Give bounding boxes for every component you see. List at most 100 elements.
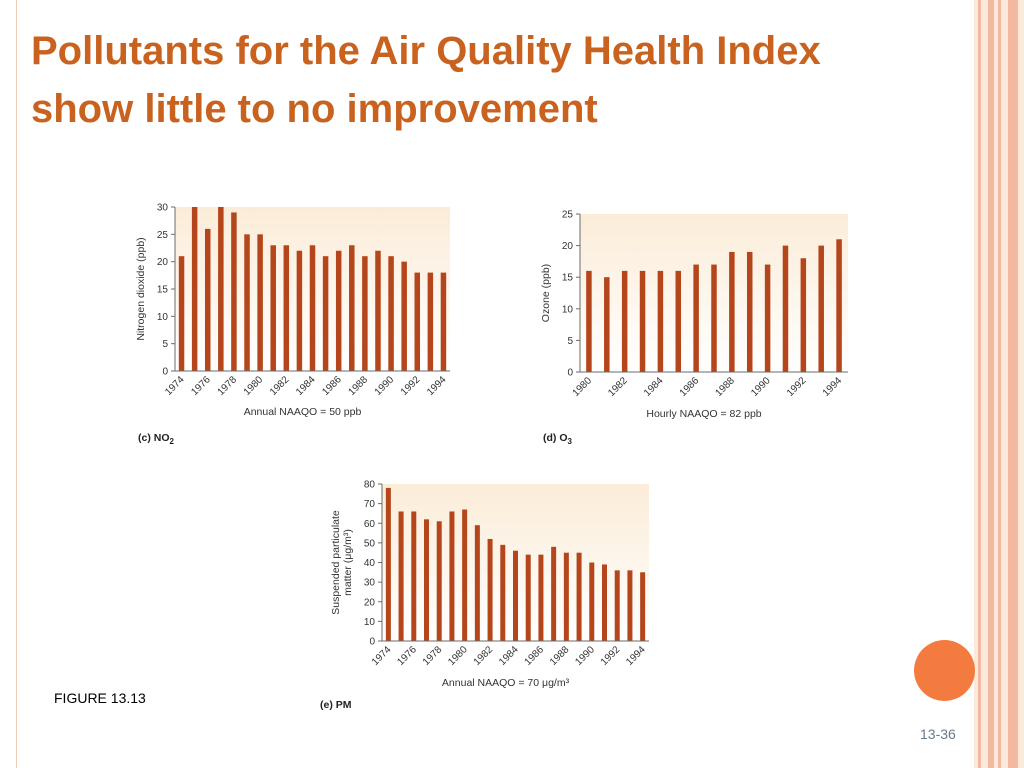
- x-tick-label: 1984: [294, 374, 318, 398]
- x-tick-label: 1980: [571, 375, 595, 399]
- x-tick-label: 1982: [472, 644, 496, 668]
- x-axis-label: Annual NAAQO = 50 ppb: [244, 406, 362, 418]
- y-tick-label: 0: [369, 637, 375, 648]
- figure-label: FIGURE 13.13: [54, 690, 146, 706]
- x-tick-label: 1992: [599, 644, 623, 668]
- bar-1977: [424, 519, 429, 641]
- bar-1989: [746, 251, 753, 372]
- y-axis-label-line2: matter (μg/m³): [342, 529, 354, 596]
- bar-1980: [586, 270, 592, 372]
- chart-no2: 0 5 10 15 20 25 30 1974 1976 1978 1980 1982 1984 1986…: [120, 195, 460, 460]
- x-tick-label: 1976: [189, 374, 213, 398]
- y-axis-label: Nitrogen dioxide (ppb): [135, 237, 147, 340]
- bar-1986: [335, 250, 342, 371]
- x-tick-label: 1974: [163, 374, 187, 398]
- y-tick-label: 5: [162, 339, 168, 350]
- y-tick-label: 10: [157, 312, 169, 323]
- bar-1994: [440, 272, 447, 371]
- bar-1992: [614, 570, 620, 641]
- y-tick-label: 60: [364, 519, 376, 530]
- bar-1982: [283, 245, 290, 371]
- bar-1979: [449, 511, 455, 641]
- bar-1975: [191, 207, 198, 371]
- panel-label-subscript: 3: [568, 437, 573, 446]
- x-tick-label: 1976: [395, 644, 419, 668]
- x-tick-label: 1982: [606, 375, 630, 399]
- bar-1993: [818, 245, 824, 372]
- y-tick-label: 15: [562, 273, 574, 284]
- x-tick-label: 1992: [785, 375, 809, 399]
- x-tick-label: 1994: [624, 644, 648, 668]
- y-tick-label: 20: [364, 597, 376, 608]
- y-tick-label: 0: [162, 367, 168, 378]
- y-tick-label: 5: [567, 336, 573, 347]
- bar-1982: [621, 270, 628, 372]
- chart-pm: 0 10 20 30 40 50 60 70 80 1974 1976 1978 1980 1982 198…: [320, 475, 660, 715]
- bar-1974: [385, 487, 391, 641]
- y-tick-label: 50: [364, 538, 376, 549]
- slide-title-line1: Pollutants for the Air Quality Health In…: [31, 29, 821, 73]
- bar-1991: [602, 564, 607, 641]
- y-tick-label: 10: [562, 304, 574, 315]
- x-tick-label: 1990: [573, 644, 597, 668]
- bar-1986: [693, 264, 699, 372]
- x-axis-label: Hourly NAAQO = 82 ppb: [646, 408, 761, 420]
- x-tick-label: 1988: [548, 644, 572, 668]
- chart-no2-svg: 0 5 10 15 20 25 30 1974 1976 1978 1980 1982 1984 1986…: [135, 203, 450, 446]
- bar-1992: [414, 272, 421, 371]
- bar-1981: [474, 525, 480, 641]
- page-number: 13-36: [920, 726, 956, 742]
- bar-1986: [538, 554, 544, 641]
- bar-1978: [436, 521, 442, 641]
- bar-1976: [204, 228, 211, 371]
- x-tick-label: 1990: [373, 374, 397, 398]
- x-tick-label: 1978: [421, 644, 445, 668]
- bar-1979: [244, 234, 250, 371]
- bar-1975: [398, 511, 404, 641]
- bar-1984: [309, 245, 316, 371]
- x-tick-label: 1982: [268, 374, 292, 398]
- bar-1991: [401, 261, 407, 371]
- bar-1988: [563, 552, 569, 641]
- bar-1984: [657, 270, 664, 372]
- bar-1987: [349, 245, 355, 371]
- bar-1985: [322, 256, 329, 371]
- bar-1994: [836, 239, 842, 372]
- bar-1993: [627, 570, 633, 641]
- bar-1991: [782, 245, 789, 372]
- slide-title-line2: show little to no improvement: [31, 87, 598, 131]
- y-axis-label: Ozone (ppb): [540, 264, 552, 322]
- bar-1987: [711, 264, 717, 372]
- y-tick-label: 20: [562, 241, 574, 252]
- panel-label-text: (c) NO: [138, 432, 170, 444]
- bar-1988: [362, 256, 368, 371]
- y-tick-label: 30: [364, 578, 376, 589]
- y-tick-label: 0: [567, 368, 573, 379]
- bar-1978: [231, 212, 237, 371]
- y-tick-label: 15: [157, 285, 169, 296]
- decorative-side-stripes: [974, 0, 1024, 768]
- y-tick-label: 80: [364, 480, 376, 491]
- chart-o3: 0 5 10 15 20 25 1980 1982 1984 1986 1988 1990 1992 19…: [525, 200, 855, 455]
- bar-1989: [375, 250, 381, 371]
- y-tick-label: 30: [157, 203, 169, 214]
- x-tick-label: 1988: [346, 374, 370, 398]
- x-tick-label: 1974: [370, 644, 394, 668]
- bar-1985: [525, 554, 531, 641]
- y-tick-label: 40: [364, 558, 376, 569]
- bar-1988: [729, 251, 735, 372]
- bar-1983: [500, 544, 506, 641]
- panel-label-text: (d) O: [543, 432, 568, 444]
- bar-1981: [270, 245, 276, 371]
- panel-label: (c) NO2: [138, 432, 175, 446]
- left-frame-line: [16, 0, 17, 768]
- x-tick-label: 1990: [749, 375, 773, 399]
- bar-1981: [604, 277, 610, 372]
- y-axis-label-line1: Suspended particulate: [330, 510, 342, 615]
- bar-1976: [411, 511, 417, 641]
- y-tick-label: 70: [364, 499, 376, 510]
- bar-1989: [576, 552, 582, 641]
- bar-1990: [388, 256, 394, 371]
- bar-1990: [764, 264, 771, 372]
- decorative-orange-circle: [914, 640, 975, 701]
